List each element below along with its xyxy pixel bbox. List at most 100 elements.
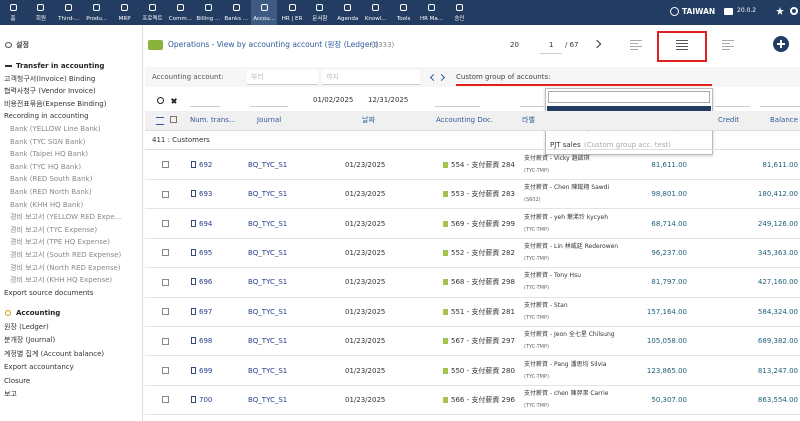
journal[interactable]: BQ_TYC_S1 — [248, 189, 287, 199]
nav-item[interactable]: 회원 — [28, 14, 54, 24]
accounting-doc[interactable]: 552 - 支付薪資 282 — [451, 248, 515, 258]
group-select[interactable] — [456, 70, 712, 86]
transaction-number[interactable]: 694 — [199, 219, 212, 229]
submenu-item[interactable]: Bank (RED South Bank) — [10, 174, 92, 184]
view-icon-line[interactable] — [722, 40, 734, 41]
country[interactable]: TAIWAN — [682, 7, 715, 17]
journal[interactable]: BQ_TYC_S1 — [248, 395, 287, 405]
list-icon[interactable] — [156, 117, 164, 125]
next-page[interactable] — [593, 40, 601, 48]
submenu-item[interactable]: 경비 보고서 (TPE HQ Expense) — [10, 237, 110, 247]
menu-title[interactable]: Accounting — [16, 308, 60, 318]
transaction-number[interactable]: 699 — [199, 366, 212, 376]
menu-item[interactable]: 계정별 집계 (Account balance) — [4, 349, 104, 359]
nav-item[interactable]: 홈 — [0, 14, 26, 24]
row-checkbox[interactable] — [162, 191, 169, 198]
page-number[interactable]: 1 — [549, 40, 553, 50]
nav-item[interactable]: Produ... — [84, 14, 110, 24]
nav-item[interactable]: 문서함 — [307, 14, 333, 24]
column-header[interactable]: 날짜 — [362, 115, 375, 125]
nav-item[interactable]: Billing ... — [195, 14, 221, 24]
submenu-item[interactable]: 경비 보고서 (KHH HQ Expense) — [10, 275, 112, 285]
submenu-item[interactable]: 경비 보고서 (North RED Expense) — [10, 263, 121, 273]
accounting-doc[interactable]: 553 - 支付薪資 283 — [451, 189, 515, 199]
submenu-item[interactable]: Bank (TYC SGN Bank) — [10, 137, 85, 147]
row-checkbox[interactable] — [162, 308, 169, 315]
transaction-number[interactable]: 700 — [199, 395, 212, 405]
view-icon-line[interactable] — [722, 43, 730, 44]
transaction-number[interactable]: 697 — [199, 307, 212, 317]
submenu-item[interactable]: 경비 보고서 (TYC Expense) — [10, 225, 97, 235]
transaction-number[interactable]: 698 — [199, 336, 212, 346]
journal[interactable]: BQ_TYC_S1 — [248, 336, 287, 346]
submenu-item[interactable]: 경비 보고서 (YELLOW RED Expe... — [10, 212, 121, 222]
menu-item[interactable]: Export accountancy — [4, 362, 74, 372]
row-checkbox[interactable] — [162, 279, 169, 286]
dropdown-search[interactable] — [548, 91, 710, 103]
nav-item[interactable]: Agenda — [335, 14, 361, 24]
view-icon-line[interactable] — [630, 40, 642, 41]
search-icon[interactable] — [157, 97, 164, 104]
column-header[interactable]: Num. trans... — [190, 115, 236, 125]
menu-item[interactable]: 비용전표묶음(Expense Binding) — [4, 99, 106, 109]
journal[interactable]: BQ_TYC_S1 — [248, 307, 287, 317]
column-header[interactable]: Balance — [770, 115, 798, 125]
journal[interactable]: BQ_TYC_S1 — [248, 366, 287, 376]
accounting-doc[interactable]: 566 - 支付薪資 296 — [451, 395, 515, 405]
view-icon-line[interactable] — [630, 46, 642, 47]
submenu-item[interactable]: Bank (TYC HQ Bank) — [10, 162, 81, 172]
menu-item[interactable]: Export source documents — [4, 288, 94, 298]
page-size[interactable]: 20 — [510, 40, 519, 50]
row-checkbox[interactable] — [162, 220, 169, 227]
row-checkbox[interactable] — [162, 161, 169, 168]
nav-item[interactable]: Knowl... — [363, 14, 389, 24]
accounting-doc[interactable]: 567 - 支付薪資 297 — [451, 336, 515, 346]
search-input[interactable] — [520, 94, 545, 107]
row-checkbox[interactable] — [162, 367, 169, 374]
view-icon-line[interactable] — [722, 46, 734, 47]
menu-item[interactable]: 협력사청구 (Vendor Invoice) — [4, 86, 96, 96]
column-header[interactable]: Journal — [257, 115, 281, 125]
transaction-number[interactable]: 696 — [199, 277, 212, 287]
search-input[interactable] — [250, 94, 288, 107]
submenu-item[interactable]: Bank (RED North Bank) — [10, 187, 92, 197]
nav-item[interactable]: 승인 — [446, 14, 472, 24]
accounting-doc[interactable]: 569 - 支付薪資 299 — [451, 219, 515, 229]
accounting-doc[interactable]: 550 - 支付薪資 280 — [451, 366, 515, 376]
transaction-number[interactable]: 692 — [199, 160, 212, 170]
search-input[interactable] — [190, 94, 220, 107]
row-checkbox[interactable] — [162, 338, 169, 345]
view-icon-line[interactable] — [630, 43, 638, 44]
accounting-doc[interactable]: 554 - 支付薪資 284 — [451, 160, 515, 170]
settings-icon[interactable] — [790, 7, 798, 15]
accounting-doc[interactable]: 551 - 支付薪資 281 — [451, 307, 515, 317]
submenu-item[interactable]: Bank (KHH HQ Bank) — [10, 200, 83, 210]
journal[interactable]: BQ_TYC_S1 — [248, 219, 287, 229]
header-checkbox[interactable] — [170, 116, 177, 123]
column-header[interactable]: Credit — [718, 115, 739, 125]
view-icon-line[interactable] — [722, 49, 730, 50]
nav-item[interactable]: 프로젝트 — [140, 14, 166, 24]
nav-item[interactable]: HR Ma... — [419, 14, 445, 24]
nav-item[interactable]: Banks ... — [223, 14, 249, 24]
menu-title[interactable]: Transfer in accounting — [16, 61, 104, 71]
nav-item[interactable]: MRP — [112, 14, 138, 24]
menu-item[interactable]: Closure — [4, 376, 30, 386]
nav-item[interactable]: Third-... — [56, 14, 82, 24]
menu-item[interactable]: 고객청구서(Invoice) Binding — [4, 74, 95, 84]
journal[interactable]: BQ_TYC_S1 — [248, 277, 287, 287]
menu-item[interactable]: 보고 — [4, 389, 17, 399]
column-header[interactable]: 라벨 — [522, 115, 535, 125]
submenu-item[interactable]: 경비 보고서 (South RED Expense) — [10, 250, 121, 260]
row-checkbox[interactable] — [162, 396, 169, 403]
accounting-doc[interactable]: 568 - 支付薪資 298 — [451, 277, 515, 287]
nav-item[interactable]: Tools — [391, 14, 417, 24]
menu-item[interactable]: Recording in accounting — [4, 111, 89, 121]
journal[interactable]: BQ_TYC_S1 — [248, 160, 287, 170]
nav-item[interactable]: Comm... — [167, 14, 193, 24]
view-icon-line[interactable] — [630, 49, 638, 50]
search-input[interactable] — [715, 94, 750, 107]
search-input[interactable] — [760, 94, 800, 107]
submenu-item[interactable]: Bank (Taipei HQ Bank) — [10, 149, 88, 159]
journal[interactable]: BQ_TYC_S1 — [248, 248, 287, 258]
